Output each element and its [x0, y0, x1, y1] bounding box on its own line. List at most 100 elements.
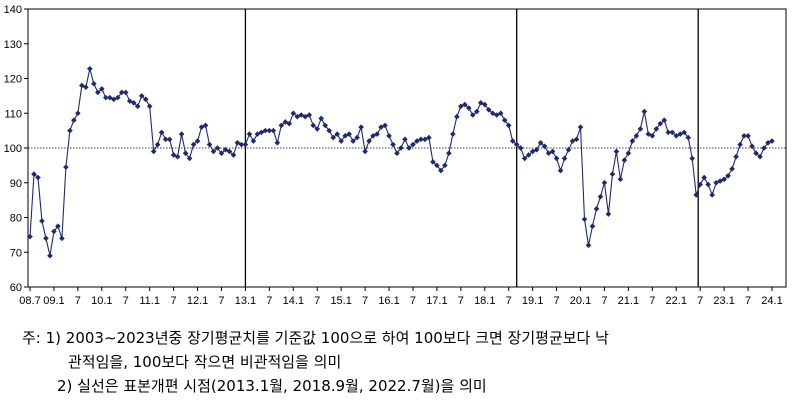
data-point: [454, 113, 460, 120]
data-point: [102, 94, 109, 101]
data-point: [262, 127, 269, 134]
data-point: [342, 133, 348, 139]
data-point: [561, 155, 568, 162]
data-point: [589, 223, 596, 229]
data-point: [234, 139, 241, 146]
data-point: [673, 133, 680, 139]
data-point: [565, 146, 572, 153]
y-tick-label: 100: [4, 143, 22, 155]
data-point: [573, 136, 580, 143]
data-point: [27, 233, 33, 240]
data-point: [382, 122, 388, 129]
data-point: [386, 133, 392, 139]
data-point: [410, 141, 416, 148]
data-point: [541, 143, 548, 150]
data-point: [142, 96, 149, 103]
data-point: [438, 167, 444, 174]
sample-revision-lines: [244, 9, 699, 287]
data-point: [521, 155, 528, 162]
data-point: [398, 145, 404, 151]
data-point: [258, 129, 265, 136]
data-point: [118, 89, 125, 96]
x-tick-label: 15.1: [330, 295, 351, 307]
data-point: [202, 122, 209, 129]
data-point: [645, 131, 652, 137]
data-point: [51, 228, 57, 235]
data-point: [79, 82, 85, 89]
data-point: [238, 141, 245, 148]
data-point: [206, 141, 213, 148]
data-point: [426, 134, 432, 141]
data-point: [366, 138, 372, 144]
data-point: [462, 101, 468, 108]
x-tick-label: 18.1: [474, 295, 495, 307]
y-tick-label: 140: [4, 4, 22, 16]
x-tick-label: 7: [554, 295, 560, 307]
data-point: [318, 115, 325, 122]
data-point: [725, 173, 731, 179]
data-point: [63, 164, 69, 170]
data-point: [769, 138, 775, 144]
data-point: [693, 192, 700, 198]
data-point: [697, 181, 703, 188]
data-point: [717, 178, 723, 184]
data-point: [545, 150, 552, 157]
data-point: [43, 235, 49, 242]
data-point: [346, 131, 352, 137]
data-point: [466, 105, 472, 111]
data-point: [214, 145, 221, 151]
data-point: [362, 148, 368, 155]
data-point: [358, 124, 364, 130]
line-chart: 60 70 80 90 100 110 120 130 140 08.7 09.1 7 10.1 7 11…: [4, 4, 787, 307]
data-point: [477, 100, 484, 106]
x-tick-label: 7: [266, 295, 272, 307]
data-point: [753, 150, 759, 157]
data-point: [705, 181, 711, 188]
data-point: [597, 193, 604, 200]
data-point: [250, 138, 257, 144]
data-point: [569, 138, 576, 144]
data-point: [485, 106, 492, 113]
data-point: [733, 153, 739, 160]
data-point: [765, 139, 771, 146]
data-point: [71, 117, 77, 123]
data-point: [394, 150, 400, 157]
data-point: [553, 155, 560, 162]
data-point: [39, 218, 45, 224]
data-point: [154, 141, 161, 148]
data-point: [402, 136, 408, 143]
data-point: [689, 155, 696, 162]
data-point: [294, 113, 301, 120]
x-tick-label: 7: [123, 295, 129, 307]
data-point: [513, 141, 520, 148]
data-point: [95, 89, 101, 96]
x-tick-label: 14.1: [283, 295, 304, 307]
x-tick-label: 7: [171, 295, 177, 307]
data-point: [166, 136, 173, 143]
x-tick-label: 09.1: [43, 295, 64, 307]
data-point: [701, 174, 707, 181]
x-tick-label: 17.1: [426, 295, 447, 307]
data-point: [67, 127, 73, 134]
data-point: [509, 138, 516, 144]
data-point: [629, 138, 636, 144]
data-point: [59, 235, 65, 242]
data-point: [470, 112, 476, 118]
data-point: [290, 110, 297, 117]
x-tick-label: 08.7: [19, 295, 40, 307]
data-point: [35, 174, 41, 181]
data-point: [146, 103, 153, 110]
data-point: [529, 148, 536, 155]
data-point: [613, 148, 620, 155]
data-point: [242, 141, 249, 148]
data-point: [286, 120, 293, 127]
x-tick-label: 7: [745, 295, 751, 307]
data-point: [649, 133, 656, 139]
data-point: [326, 127, 332, 134]
x-tick-label: 7: [697, 295, 703, 307]
data-point: [390, 141, 396, 148]
data-point: [481, 101, 488, 108]
x-tick-label: 7: [458, 295, 464, 307]
data-point: [158, 129, 165, 136]
data-point: [330, 134, 336, 141]
